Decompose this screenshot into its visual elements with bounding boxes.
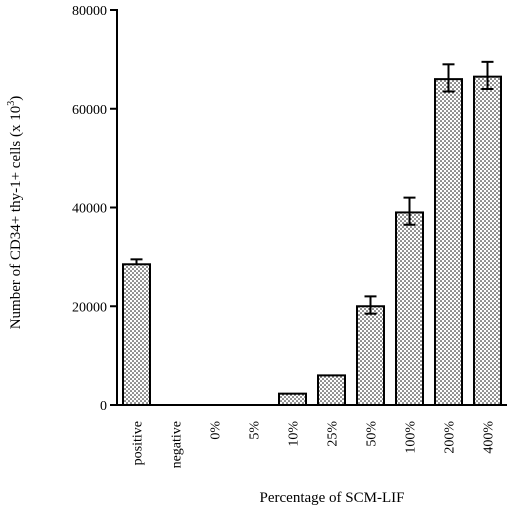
x-tick-label: 100% — [404, 421, 419, 454]
x-tick-label: 10% — [287, 421, 302, 447]
bars-layer — [122, 60, 502, 406]
y-tick-label: 80000 — [72, 4, 107, 19]
x-tick-label: 25% — [326, 421, 341, 447]
y-ticks: 0 20000 40000 60000 80000 — [72, 4, 117, 414]
x-tick-label: negative — [170, 421, 185, 468]
y-axis-title-main: Number of CD34+ thy-1+ cells (x 10 — [8, 106, 24, 330]
y-tick-label: 0 — [100, 399, 107, 414]
x-tick-label: 0% — [209, 421, 224, 440]
bar — [122, 263, 151, 406]
x-tick-label: 5% — [248, 421, 263, 440]
bar — [278, 392, 307, 406]
y-tick-label: 60000 — [72, 103, 107, 118]
bar — [395, 211, 424, 406]
x-ticks: positive negative 0% 5% 10% 25% 50% 100% 200% 400… — [131, 421, 497, 469]
x-tick-label: positive — [131, 421, 146, 465]
y-tick-label: 40000 — [72, 202, 107, 217]
bar — [473, 75, 502, 406]
x-axis-title: Percentage of SCM-LIF — [260, 490, 405, 506]
y-axis-title: Number of CD34+ thy-1+ cells (x 103) — [6, 96, 24, 330]
bar — [356, 305, 385, 406]
y-axis-title-superscript: 3 — [6, 101, 17, 106]
y-tick-label: 20000 — [72, 300, 107, 315]
x-tick-label: 400% — [482, 421, 497, 454]
y-axis-title-suffix: ) — [8, 96, 24, 101]
bar — [434, 78, 463, 406]
x-tick-label: 50% — [365, 421, 380, 447]
bar — [317, 374, 346, 406]
x-tick-label: 200% — [443, 421, 458, 454]
